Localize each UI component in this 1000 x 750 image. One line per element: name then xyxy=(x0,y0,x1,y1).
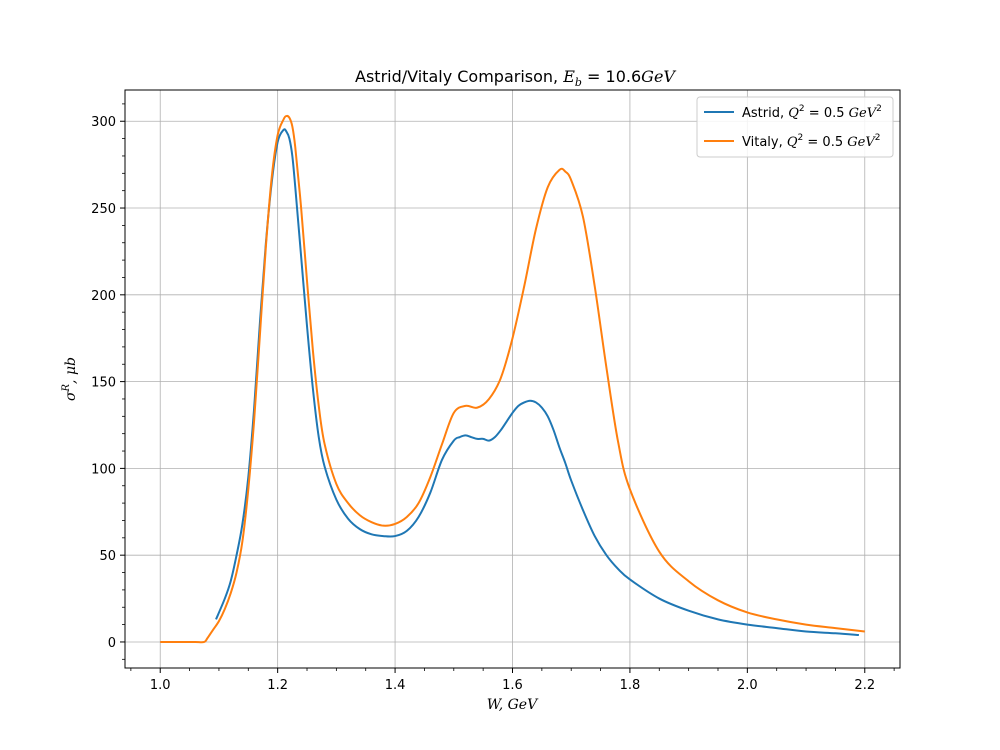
x-tick-label: 1.0 xyxy=(150,678,171,693)
y-axis: 0 50 100 150 200 250 300 xyxy=(91,103,125,660)
chart-title-value: = 10.6 xyxy=(582,67,641,86)
legend-vitaly-sup: 2 xyxy=(798,133,804,143)
legend-entry-astrid: Astrid, Q2 = 0.5 GeV2 xyxy=(742,104,882,121)
legend-vitaly-math: Q xyxy=(787,135,798,150)
chart-title-prefix: Astrid/Vitaly Comparison, xyxy=(355,67,563,86)
y-tick-label: 150 xyxy=(91,376,116,391)
y-tick-label: 250 xyxy=(91,202,116,217)
chart-title-sub: b xyxy=(575,76,582,89)
y-axis-label-sup: R xyxy=(61,383,72,392)
legend-box xyxy=(696,96,894,158)
legend-astrid-math: Q xyxy=(788,106,799,121)
y-tick-label: 0 xyxy=(108,636,116,651)
x-tick-label: 1.8 xyxy=(620,678,641,693)
series-line-astrid xyxy=(215,128,859,637)
legend-entry-vitaly: Vitaly, Q2 = 0.5 GeV2 xyxy=(742,133,880,150)
chart-title-math: E xyxy=(562,67,575,86)
series-layer xyxy=(160,114,865,644)
y-axis-label-unit: , μb xyxy=(63,357,79,384)
chart-title-unit: GeV xyxy=(641,67,676,86)
legend-vitaly-prefix: Vitaly, xyxy=(742,135,787,150)
y-axis-label: σR, μb xyxy=(61,357,79,401)
series-line-vitaly xyxy=(160,114,865,644)
legend-astrid-sup: 2 xyxy=(799,104,805,114)
x-axis: 1.0 1.2 1.4 1.6 1.8 2.0 2.2 xyxy=(130,668,895,693)
x-tick-label: 2.0 xyxy=(737,678,758,693)
x-tick-label: 1.4 xyxy=(385,678,406,693)
legend-vitaly-unit: GeV xyxy=(847,135,876,150)
y-tick-label: 200 xyxy=(91,289,116,304)
x-axis-label: W, GeV xyxy=(487,697,539,713)
legend-vitaly-unit-sup: 2 xyxy=(875,133,881,143)
y-axis-label-symbol: σ xyxy=(63,391,79,401)
legend-vitaly-value: = 0.5 xyxy=(803,135,847,150)
y-tick-label: 300 xyxy=(91,115,116,130)
x-tick-label: 1.2 xyxy=(267,678,288,693)
legend-astrid-unit: GeV xyxy=(849,106,878,121)
y-tick-label: 50 xyxy=(99,549,116,564)
y-tick-label: 100 xyxy=(91,462,116,477)
grid xyxy=(125,90,900,668)
x-tick-label: 1.6 xyxy=(502,678,523,693)
x-tick-label: 2.2 xyxy=(854,678,875,693)
chart-title: Astrid/Vitaly Comparison, Eb = 10.6GeV xyxy=(355,67,676,89)
legend: Astrid, Q2 = 0.5 GeV2 Vitaly, Q2 = 0.5 G… xyxy=(696,96,894,158)
legend-astrid-prefix: Astrid, xyxy=(742,106,788,121)
legend-astrid-value: = 0.5 xyxy=(805,106,849,121)
legend-astrid-unit-sup: 2 xyxy=(876,104,882,114)
